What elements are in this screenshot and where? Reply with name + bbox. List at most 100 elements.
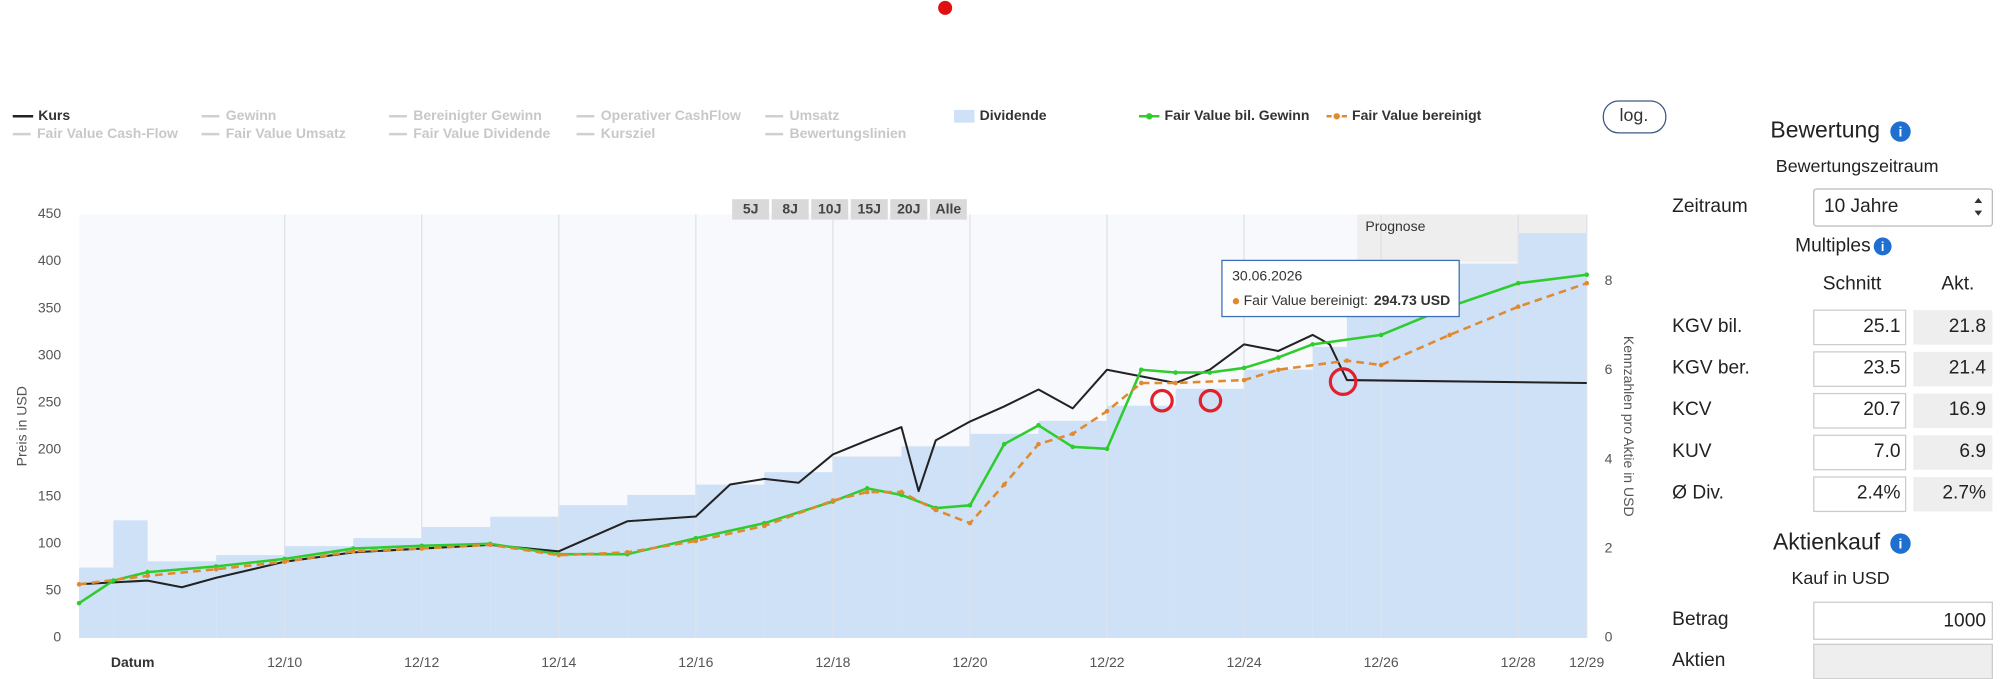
series-point (1378, 362, 1384, 368)
y2-tick-label: 2 (1605, 540, 1613, 556)
legend-label[interactable]: Fair Value bil. Gewinn (1165, 107, 1310, 123)
tooltip-label: Fair Value bereinigt: (1244, 292, 1368, 308)
current-cell (1913, 435, 1993, 470)
dividend-bar (901, 446, 970, 638)
series-point (76, 600, 82, 606)
range-button-label[interactable]: Alle (935, 201, 961, 217)
average-value[interactable]: 2.4% (1857, 483, 1901, 504)
panel-title: Bewertung (1770, 117, 1880, 143)
tooltip-box (1221, 259, 1460, 318)
x-tick-label: 12/20 (952, 654, 987, 670)
dividend-bar (832, 456, 902, 638)
period-select[interactable] (1813, 188, 1993, 227)
dividend-bar (1518, 233, 1587, 638)
column-header: Schnitt (1823, 274, 1882, 295)
average-input[interactable] (1813, 476, 1907, 513)
x-tick-label: 12/22 (1089, 654, 1124, 670)
row-label: KCV (1672, 399, 1712, 420)
legend-label[interactable]: Operativer CashFlow (601, 107, 741, 123)
row-label: KGV bil. (1672, 316, 1742, 337)
series-point (1001, 482, 1007, 487)
series-point (693, 538, 699, 544)
series-point (1173, 380, 1178, 386)
x-tick-label: 12/10 (267, 654, 302, 670)
purchase-title: Aktienkauf (1773, 529, 1881, 555)
legend-label[interactable]: Fair Value Cash-Flow (37, 125, 178, 141)
legend-label[interactable]: Kursziel (601, 125, 656, 141)
series-point (1207, 370, 1213, 375)
legend-label[interactable]: Fair Value bereinigt (1352, 107, 1482, 123)
average-value[interactable]: 20.7 (1863, 399, 1900, 420)
log-button[interactable]: log. (1602, 100, 1667, 134)
highlight-circle (1150, 388, 1174, 413)
average-input[interactable] (1813, 309, 1907, 346)
average-value[interactable]: 23.5 (1863, 358, 1900, 379)
dividend-bar (216, 555, 285, 638)
y2-tick-label: 4 (1605, 450, 1613, 466)
legend-label[interactable]: Kurs (38, 107, 70, 123)
y2-axis-label: Kennzahlen pro Aktie in USD (1621, 336, 1637, 517)
x-tick-label: 12/26 (1364, 654, 1399, 670)
range-button-label[interactable]: 8J (782, 201, 798, 217)
legend-label[interactable]: Dividende (980, 107, 1047, 123)
y-tick-label: 350 (38, 299, 62, 315)
multiples-title: Multiples (1795, 235, 1870, 256)
dividend-layer (79, 233, 1587, 638)
series-point (625, 550, 630, 555)
series-point (1138, 367, 1144, 373)
range-button[interactable] (929, 199, 967, 220)
average-value[interactable]: 25.1 (1863, 316, 1900, 337)
series-point (1241, 365, 1247, 371)
series-point (967, 520, 973, 526)
legend-label[interactable]: Umsatz (790, 107, 840, 123)
series-point (864, 489, 870, 495)
y-tick-label: 200 (38, 440, 62, 456)
y-tick-label: 450 (38, 205, 62, 221)
legend: Kurs Dividende Fair Value bil. Gewinn Fair … (12, 107, 1482, 141)
y2-tick-label: 8 (1605, 272, 1613, 288)
average-value[interactable]: 7.0 (1874, 441, 1901, 462)
amount-value[interactable]: 1000 (1943, 610, 1986, 631)
info-icon[interactable] (1890, 533, 1911, 554)
range-button[interactable] (732, 199, 770, 220)
range-button-label[interactable]: 5J (743, 201, 759, 217)
legend-label[interactable]: Bereinigter Gewinn (413, 107, 542, 123)
tooltip-value: 294.73 USD (1374, 292, 1450, 308)
average-input[interactable] (1813, 434, 1907, 471)
x-tick-label: 12/28 (1501, 654, 1536, 670)
series-point (145, 573, 150, 579)
lines (76, 272, 1590, 606)
range-button[interactable] (850, 199, 888, 220)
legend-label[interactable]: Fair Value Dividende (413, 125, 550, 141)
series-point (1070, 431, 1076, 437)
shares-input (1813, 643, 1993, 679)
range-button-label[interactable]: 15J (858, 201, 881, 217)
info-icon[interactable] (1873, 237, 1892, 256)
series-point (1138, 380, 1144, 386)
series-point (762, 523, 767, 529)
current-value: 21.8 (1949, 316, 1986, 337)
average-input[interactable] (1813, 392, 1907, 429)
log-button-frame[interactable] (1602, 100, 1667, 134)
average-input[interactable] (1813, 351, 1907, 387)
legend-marker (1333, 113, 1340, 120)
log-button-label[interactable]: log. (1620, 105, 1649, 125)
range-button-label[interactable]: 10J (818, 201, 841, 217)
info-icon[interactable] (1890, 121, 1911, 142)
info-icon-glyph: i (1881, 239, 1885, 254)
range-button[interactable] (811, 199, 849, 220)
series-point (933, 507, 938, 513)
series-point (1070, 444, 1076, 450)
x-tick-label: 12/14 (541, 654, 576, 670)
period-value[interactable]: 10 Jahre (1824, 196, 1898, 217)
legend-label[interactable]: Gewinn (226, 107, 277, 123)
range-button[interactable] (890, 199, 928, 220)
range-button-label[interactable]: 20J (897, 201, 920, 217)
range-button[interactable] (771, 199, 809, 220)
series-point (1515, 280, 1521, 286)
y-tick-label: 150 (38, 488, 62, 504)
legend-label[interactable]: Fair Value Umsatz (226, 125, 346, 141)
amount-input[interactable] (1813, 601, 1993, 640)
legend-label[interactable]: Bewertungslinien (790, 125, 907, 141)
x-tick-label: 12/12 (404, 654, 439, 670)
